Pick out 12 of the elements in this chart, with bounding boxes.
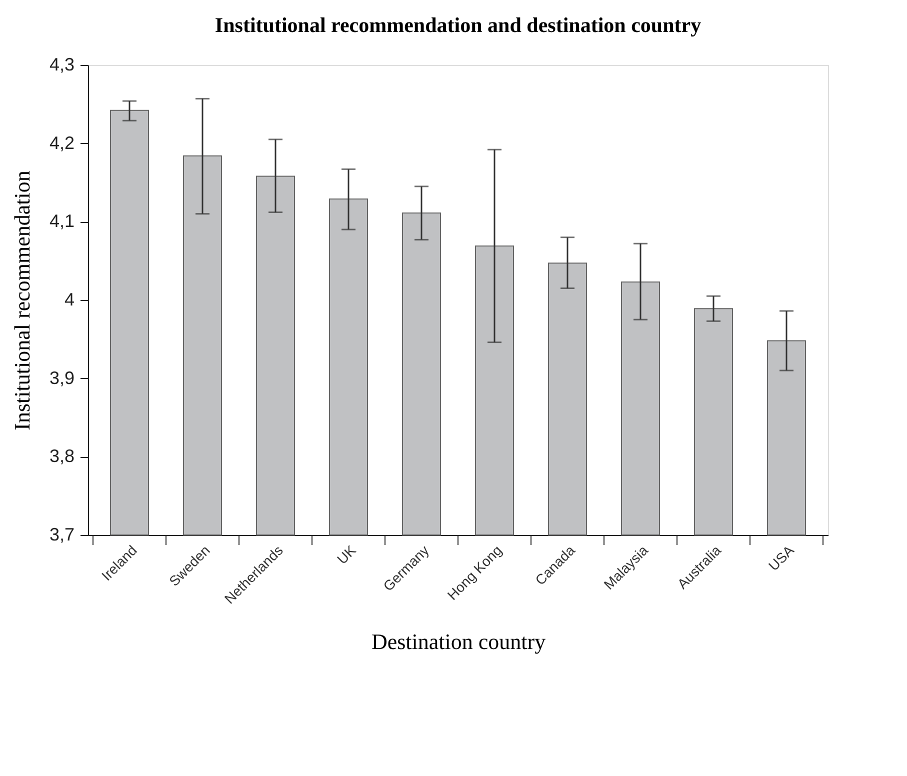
y-tick-label: 4 bbox=[64, 290, 74, 310]
chart-title: Institutional recommendation and destination country bbox=[214, 13, 702, 37]
x-tick-label: UK bbox=[334, 542, 360, 568]
x-tick-label: USA bbox=[765, 542, 798, 574]
y-tick-label: 4,3 bbox=[49, 54, 74, 74]
y-tick-label: 3,9 bbox=[49, 368, 74, 388]
y-axis-title: Institutional recommendation bbox=[9, 170, 34, 430]
y-tick-label: 3,7 bbox=[49, 524, 74, 544]
y-tick-label: 3,8 bbox=[49, 446, 74, 466]
y-tick-label: 4,1 bbox=[49, 211, 74, 232]
x-axis-title: Destination country bbox=[371, 628, 546, 654]
y-tick-label: 4,2 bbox=[49, 132, 74, 153]
